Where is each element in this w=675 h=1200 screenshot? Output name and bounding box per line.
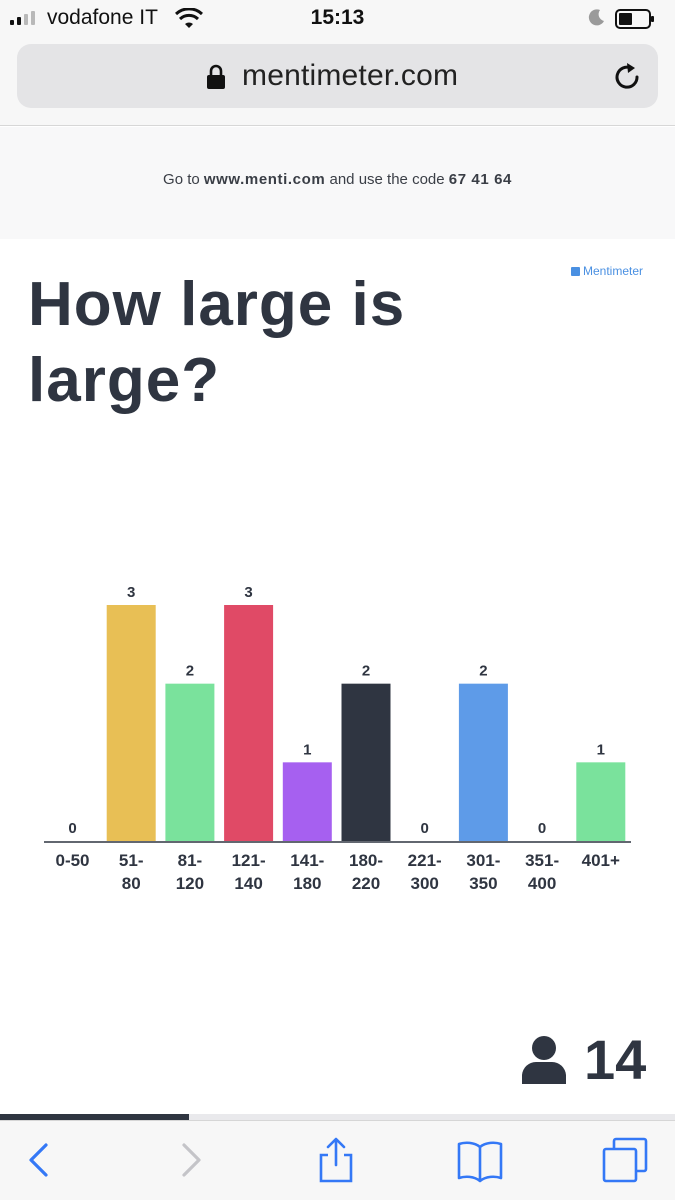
instructions-prefix: Go to	[163, 171, 200, 188]
participant-count: 14	[584, 1028, 647, 1091]
chart-category-label: 120	[176, 874, 204, 893]
slide-title: How large is large?	[28, 270, 406, 415]
join-instructions: Go to www.menti.com and use the code 67 …	[0, 127, 675, 239]
join-instructions-text: Go to www.menti.com and use the code 67 …	[0, 171, 675, 188]
chart-category-label: 81-	[178, 851, 203, 870]
slide-progress-bar	[0, 1114, 675, 1120]
reload-icon[interactable]	[611, 61, 643, 93]
chart-category-label: 121-	[232, 851, 266, 870]
chart-bar	[282, 762, 332, 841]
status-bar: vodafone IT 15:13	[0, 0, 675, 38]
chart-value-label: 3	[127, 584, 135, 601]
mentimeter-logo-text: Mentimeter	[583, 264, 644, 278]
participant-counter: 14	[520, 1028, 660, 1099]
chart-value-label: 2	[186, 663, 194, 680]
chart-category-label: 140	[234, 874, 262, 893]
chart-category-label: 80	[122, 874, 141, 893]
chart-bar	[106, 605, 156, 841]
bookmarks-icon[interactable]	[455, 1135, 505, 1185]
chart-bar	[165, 683, 215, 841]
chart-category-label: 350	[469, 874, 497, 893]
chart-value-label: 2	[362, 663, 370, 680]
carrier-name: vodafone IT	[47, 6, 158, 29]
back-icon[interactable]	[16, 1135, 66, 1185]
instructions-site: www.menti.com	[203, 171, 326, 188]
chart-bar	[341, 683, 391, 841]
instructions-code: 67 41 64	[448, 171, 512, 188]
instructions-middle: and use the code	[329, 171, 445, 188]
forward-icon[interactable]	[164, 1135, 214, 1185]
browser-address-bar: mentimeter.com	[0, 38, 675, 126]
tabs-icon[interactable]	[600, 1135, 650, 1185]
chart-value-label: 0	[68, 820, 76, 837]
person-icon	[522, 1036, 566, 1084]
chart-value-label: 0	[538, 820, 546, 837]
presentation-slide: Mentimeter How large is large? 0 0-50 3 51-…	[0, 239, 675, 1119]
chart-value-label: 0	[421, 820, 429, 837]
chart-category-label: 141-	[290, 851, 324, 870]
mentimeter-logo: Mentimeter	[571, 264, 643, 278]
chart-category-label: 300	[411, 874, 439, 893]
chart-category-label: 51-	[119, 851, 144, 870]
chart-category-label: 0-50	[55, 851, 89, 870]
chart-category-label: 400	[528, 874, 556, 893]
chart-bar	[576, 762, 626, 841]
bar-chart: 00-50351-80281-1203121-1401141-1802180-2…	[44, 584, 631, 893]
mentimeter-logo-icon	[571, 266, 580, 276]
chart-bar	[224, 605, 274, 841]
browser-toolbar	[0, 1120, 675, 1200]
battery-icon	[615, 9, 654, 29]
status-time: 15:13	[310, 6, 365, 29]
chart-category-label: 180-	[349, 851, 383, 870]
chart-value-label: 3	[244, 584, 252, 601]
chart-category-label: 301-	[466, 851, 500, 870]
lock-icon	[207, 64, 225, 89]
signal-icon	[10, 11, 35, 25]
chart-category-label: 221-	[408, 851, 442, 870]
chart-category-label: 401+	[582, 851, 620, 870]
chart-value-label: 1	[597, 741, 605, 758]
chart-bar	[458, 683, 508, 841]
url-field[interactable]: mentimeter.com	[17, 44, 658, 108]
wifi-icon	[175, 8, 203, 28]
chart-value-label: 2	[479, 663, 487, 680]
chart-category-label: 180	[293, 874, 321, 893]
chart-category-label: 220	[352, 874, 380, 893]
slide-progress-fill	[0, 1114, 189, 1120]
chart-value-label: 1	[303, 741, 311, 758]
moon-icon	[588, 9, 604, 26]
share-icon[interactable]	[311, 1135, 361, 1185]
url-text: mentimeter.com	[242, 59, 459, 92]
chart-category-label: 351-	[525, 851, 559, 870]
